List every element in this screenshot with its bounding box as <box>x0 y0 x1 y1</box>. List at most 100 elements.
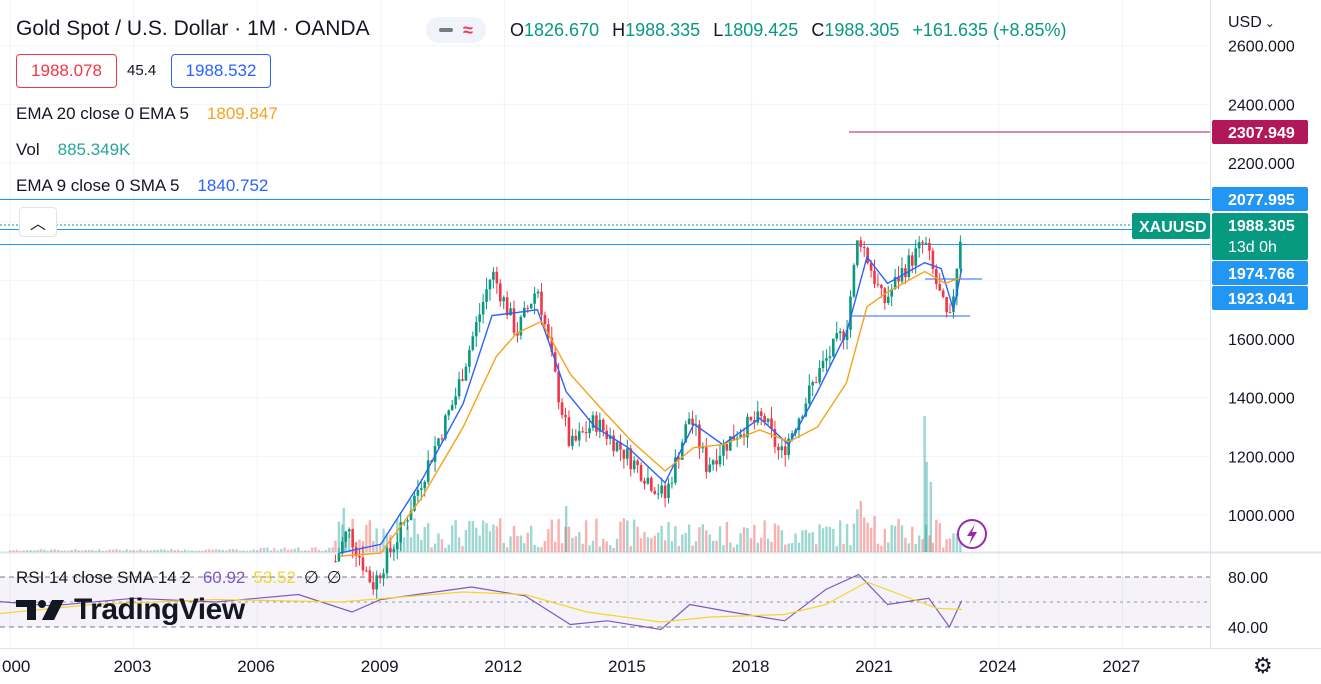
symbol-title[interactable]: Gold Spot / U.S. Dollar · 1M · OANDA <box>16 17 370 40</box>
volume-bar <box>221 549 225 552</box>
spread-value: 45.4 <box>127 62 157 79</box>
flash-icon[interactable] <box>957 519 987 549</box>
volume-bar <box>63 550 67 552</box>
legend-ema9[interactable]: EMA 9 close 0 SMA 5 1840.752 <box>16 176 268 196</box>
volume-bar <box>286 549 290 552</box>
candle-body <box>886 296 890 304</box>
price-axis-label: 2200.000 <box>1228 156 1295 173</box>
ema9-value: 1840.752 <box>197 176 269 195</box>
volume-bar <box>512 525 516 552</box>
currency-label: USD <box>1228 14 1262 31</box>
candle-body <box>763 415 766 423</box>
candle-body <box>890 288 893 297</box>
price-badge <box>1212 187 1308 211</box>
volume-bar <box>444 547 447 552</box>
volume-bar <box>739 533 742 552</box>
volume-bar <box>657 532 660 552</box>
candle-body <box>804 403 808 417</box>
candle-body <box>777 446 780 451</box>
candle-body <box>910 255 914 266</box>
volume-bar <box>25 550 29 552</box>
horizontal-levels[interactable] <box>0 131 1210 317</box>
volume-bar <box>643 532 646 552</box>
candle-body <box>701 447 705 449</box>
sell-button[interactable]: 1988.078 <box>16 54 117 88</box>
candle-body <box>873 270 876 284</box>
volume-bar <box>481 520 485 552</box>
candle-body <box>945 296 948 313</box>
volume-bar <box>663 540 667 552</box>
volume-bar <box>787 543 790 552</box>
candle-body <box>584 432 588 434</box>
volume-bar <box>245 550 249 552</box>
chart-status-pill[interactable]: ≈ <box>426 17 486 43</box>
price-axis-label: 2600.000 <box>1228 39 1295 56</box>
volume-bar <box>777 525 780 552</box>
volume-bar <box>375 528 378 552</box>
candle-body <box>632 460 636 470</box>
gear-icon[interactable]: ⚙ <box>1253 653 1273 678</box>
candle-body <box>811 382 815 386</box>
candle-body <box>382 573 385 579</box>
volume-bar <box>331 547 334 552</box>
open-value: 1826.670 <box>524 20 600 40</box>
volume-bar <box>149 550 152 552</box>
volume-bar <box>314 547 317 552</box>
volume-bar <box>32 550 36 552</box>
candle-body <box>914 248 918 266</box>
volume-bar <box>873 515 876 552</box>
candle-body <box>787 438 790 456</box>
volume-bar <box>519 535 523 552</box>
volume-bar <box>177 549 180 552</box>
volume-bar <box>516 536 519 552</box>
volume-bar <box>509 536 512 552</box>
candle-body <box>581 431 584 433</box>
volume-bar <box>259 548 262 552</box>
volume-bar <box>180 550 183 552</box>
currency-selector[interactable]: USD ⌄ <box>1228 14 1275 32</box>
candle-body <box>334 561 337 563</box>
volume-bar <box>605 541 608 552</box>
candle-body <box>636 460 639 466</box>
time-axis-label: 2015 <box>608 657 646 676</box>
volume-bar <box>125 549 128 552</box>
candle-body <box>924 242 928 244</box>
candle-body <box>653 490 657 494</box>
volume-bar <box>378 545 382 552</box>
rsi-lines <box>0 573 963 631</box>
candle-body <box>395 542 399 550</box>
tradingview-logo[interactable]: TradingView <box>16 593 245 627</box>
legend-rsi[interactable]: RSI 14 close SMA 14 2 60.92 53.52 ∅ ∅ <box>16 568 342 588</box>
collapse-legend-button[interactable]: ︿ <box>19 207 57 237</box>
volume-bar <box>433 543 437 552</box>
symbol-badge-text: XAUUSD <box>1139 219 1207 236</box>
candle-body <box>667 483 670 499</box>
volume-bar <box>732 547 735 552</box>
legend-vol[interactable]: Vol 885.349K <box>16 140 130 160</box>
buy-button[interactable]: 1988.532 <box>171 54 271 88</box>
candle-body <box>409 510 413 521</box>
candle-body <box>601 419 605 431</box>
volume-bar <box>859 500 862 552</box>
candle-body <box>650 477 653 491</box>
volume-bar <box>852 523 856 552</box>
volume-bar <box>742 527 746 552</box>
price-badge-text: 2307.949 <box>1228 125 1295 142</box>
candle-body <box>481 301 485 315</box>
volume-bar <box>595 518 598 552</box>
legend-ema20[interactable]: EMA 20 close 0 EMA 5 1809.847 <box>16 104 278 124</box>
candle-body <box>492 271 495 280</box>
candle-body <box>852 265 856 297</box>
change-value: +161.635 (+8.85%) <box>912 20 1067 40</box>
volume-bar <box>550 519 553 552</box>
volume-bar <box>653 535 656 552</box>
volume-bar <box>670 541 674 552</box>
volume-bar <box>622 518 626 552</box>
volume-bar <box>266 547 269 552</box>
volume-bar <box>687 524 691 552</box>
volume-bar <box>74 549 77 552</box>
candle-body <box>444 415 447 439</box>
volume-bar <box>77 550 80 552</box>
volume-bar <box>639 538 643 552</box>
